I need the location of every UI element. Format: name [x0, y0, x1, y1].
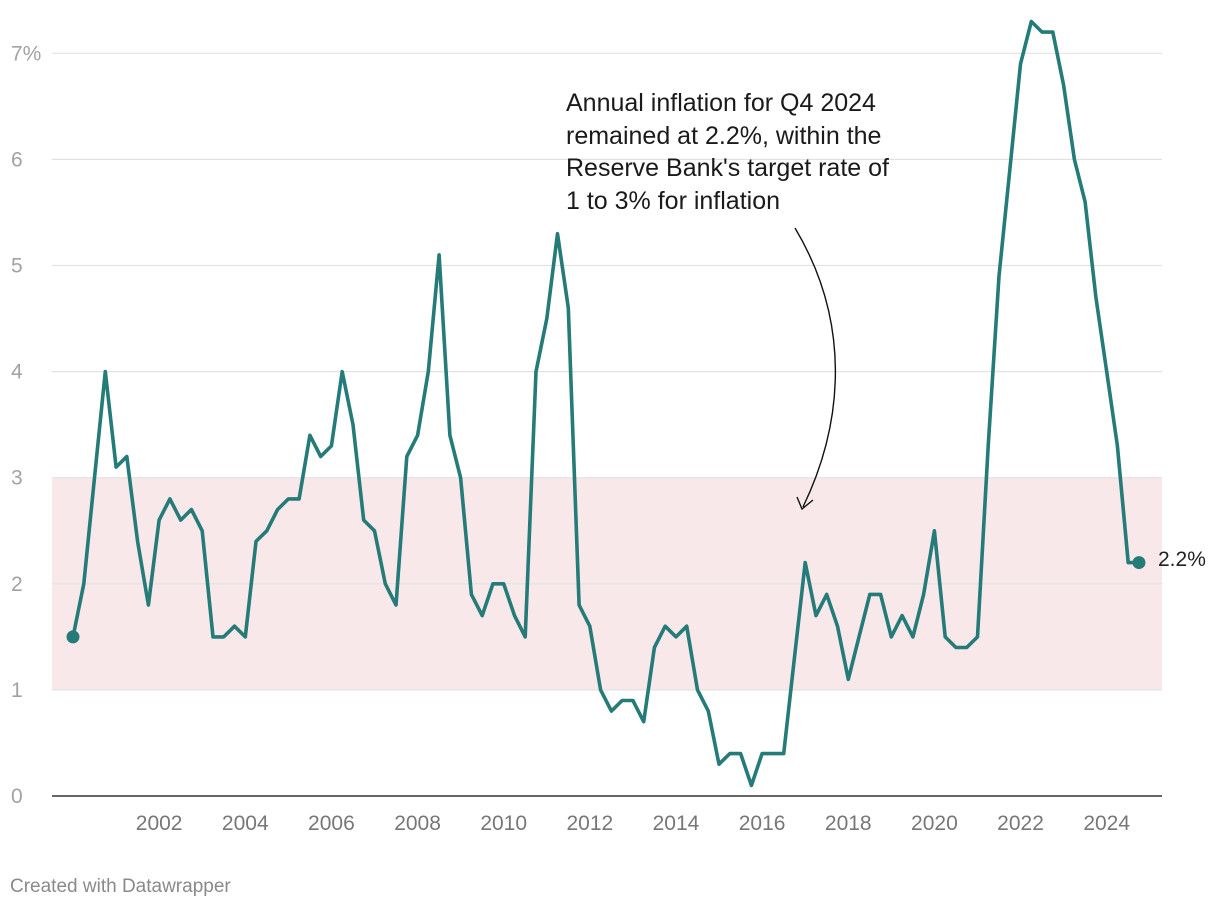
- datawrapper-credit: Created with Datawrapper: [10, 876, 231, 897]
- annotation-arrowhead: [796, 496, 814, 511]
- series-layer: [66, 19, 1146, 788]
- annotation-line: Reserve Bank's target rate of: [566, 154, 889, 182]
- x-tick-label: 2006: [308, 812, 355, 835]
- x-tick-label: 2016: [739, 812, 786, 835]
- y-tick-label: 3: [11, 467, 23, 490]
- y-tick-label: 5: [11, 255, 23, 278]
- series-line: [71, 19, 1141, 788]
- x-axis: 2002 2004 2006 2008 2010 2012 2014 2016 2018 2020…: [136, 812, 1131, 835]
- y-tick-label: 2: [11, 573, 23, 596]
- x-tick-label: 2024: [1083, 812, 1130, 835]
- y-tick-label: 1: [11, 679, 23, 702]
- x-tick-label: 2004: [222, 812, 269, 835]
- annotation-line: Annual inflation for Q4 2024: [566, 89, 876, 117]
- y-tick-label: 6: [11, 148, 23, 171]
- annotation-line: 1 to 3% for inflation: [566, 186, 781, 215]
- y-tick-label: 7%: [11, 42, 41, 65]
- y-tick-label: 0: [11, 785, 23, 808]
- annotation-arrow-curve: [794, 227, 837, 508]
- x-tick-label: 2008: [394, 812, 441, 835]
- annotation-arrow: [794, 227, 837, 511]
- y-axis: 0 1 2 3 4 5 6 7%: [11, 42, 41, 808]
- x-tick-label: 2014: [653, 812, 700, 835]
- x-tick-label: 2022: [997, 812, 1044, 835]
- start-point-marker: [66, 630, 80, 644]
- chart-annotation: Annual inflation for Q4 2024 remained at…: [566, 87, 946, 217]
- x-tick-label: 2018: [825, 812, 872, 835]
- annotation-line: remained at 2.2%, within the: [566, 121, 882, 150]
- x-tick-label: 2020: [911, 812, 958, 835]
- gridlines: [52, 52, 1162, 797]
- end-point-marker: [1132, 556, 1146, 570]
- x-tick-label: 2010: [480, 812, 527, 835]
- x-tick-label: 2002: [136, 812, 183, 835]
- x-tick-label: 2012: [566, 812, 613, 835]
- y-tick-label: 4: [11, 361, 23, 384]
- end-value-label: 2.2%: [1158, 548, 1206, 571]
